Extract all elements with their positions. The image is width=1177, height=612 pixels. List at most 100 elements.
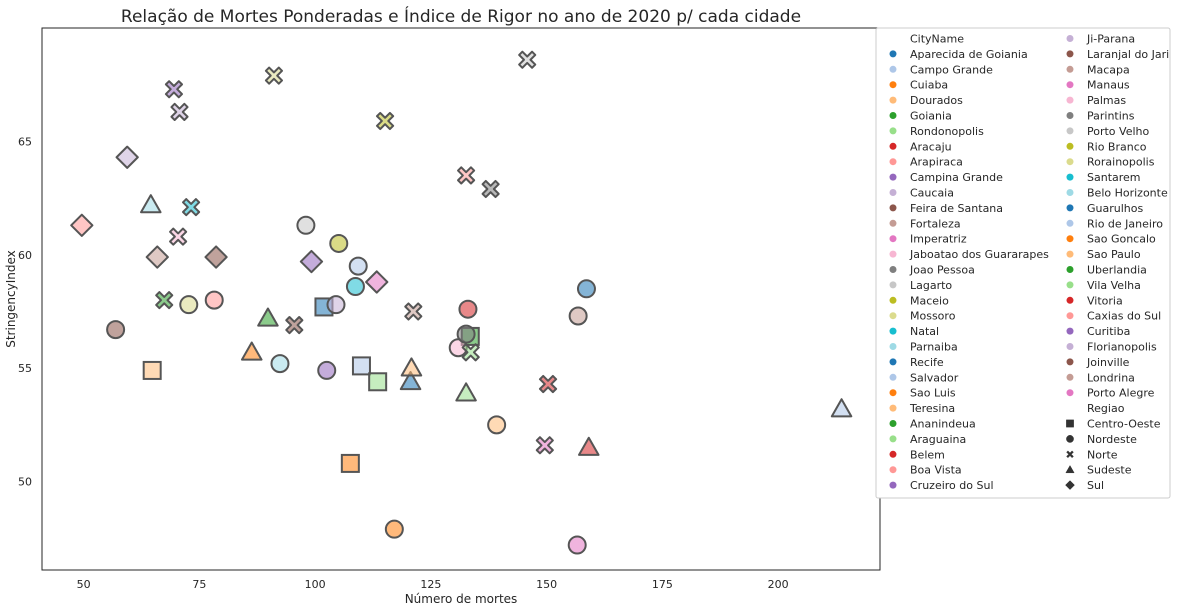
legend-entry: Imperatriz [910, 233, 967, 246]
legend-marker [889, 389, 897, 397]
legend-marker [889, 281, 897, 289]
data-points [70, 50, 853, 555]
legend-entry: Vila Velha [1087, 279, 1141, 292]
legend-marker [889, 127, 897, 135]
y-tick-label: 60 [18, 249, 32, 262]
data-point-parintins [481, 179, 500, 199]
data-point-florianopolis [115, 145, 139, 169]
legend-frame [875, 27, 1171, 499]
legend-entry: Campo Grande [910, 63, 993, 76]
x-tick-label: 50 [77, 578, 91, 591]
x-tick-label: 125 [420, 578, 441, 591]
legend-entry: Curitiba [1087, 325, 1130, 338]
y-tick-label: 50 [18, 476, 32, 489]
legend-marker [1066, 50, 1074, 58]
legend-marker [1066, 189, 1074, 196]
data-point-vila-velha [455, 382, 477, 402]
data-point-lagarto [296, 215, 316, 235]
legend-entry: Sao Luis [910, 387, 956, 400]
data-point-dourados [142, 360, 162, 380]
legend-marker [889, 50, 897, 58]
legend-entry: Manaus [1087, 79, 1130, 92]
data-point-sao-paulo [400, 357, 423, 377]
legend-entry: Santarem [1087, 171, 1141, 184]
legend-entry: Arapiraca [910, 156, 963, 169]
data-point-salvador [348, 256, 368, 276]
legend-marker [889, 450, 897, 458]
legend-entry: Rondonopolis [910, 125, 984, 138]
legend-region-marker [1066, 435, 1074, 443]
legend-entry: Aparecida de Goiania [910, 48, 1028, 61]
legend-entry: Parintins [1087, 110, 1135, 123]
legend-marker [889, 65, 897, 73]
legend-entry: Guarulhos [1087, 202, 1143, 215]
data-point-ananindeua [155, 291, 174, 310]
legend-region-entry: Nordeste [1087, 433, 1137, 446]
legend-hue-title: CityName [910, 33, 964, 46]
legend-region-entry: Norte [1087, 448, 1118, 461]
data-point-curitiba [299, 249, 324, 274]
legend-marker [889, 158, 897, 166]
data-point-manaus [535, 436, 554, 455]
legend-entry: Joinville [1086, 356, 1130, 369]
legend-marker [889, 481, 897, 489]
legend-marker [1066, 204, 1074, 212]
legend-region-marker [1066, 450, 1074, 458]
data-point-palmas [169, 227, 188, 246]
legend-entry: Salvador [910, 371, 959, 384]
chart-title: Relação de Mortes Ponderadas e Índice de… [121, 5, 801, 27]
data-point-rio-branco [375, 111, 395, 131]
legend-entry: Caxias do Sul [1087, 310, 1161, 323]
legend-marker [889, 219, 897, 227]
legend-marker [1066, 250, 1074, 258]
legend-entry: Florianopolis [1087, 341, 1157, 354]
legend-entry: Lagarto [910, 279, 952, 292]
data-point-londrina [145, 245, 169, 269]
legend-marker [889, 189, 897, 196]
data-point-aracaju [458, 299, 478, 319]
legend-marker [889, 142, 897, 150]
legend-region-entry: Centro-Oeste [1087, 418, 1161, 431]
legend-marker [1066, 266, 1074, 273]
x-tick-label: 150 [536, 578, 557, 591]
legend-marker [889, 327, 897, 335]
legend-entry: Campina Grande [910, 171, 1003, 184]
y-tick-label: 65 [18, 135, 32, 148]
data-point-sao-goncalo [240, 341, 263, 361]
data-point-cuiaba [340, 453, 360, 473]
legend-entry: Feira de Santana [910, 202, 1003, 215]
data-point-campina-grande [317, 360, 337, 380]
legend-entry: Rio Branco [1087, 140, 1147, 153]
legend-marker [1066, 235, 1074, 243]
data-point-natal [345, 277, 365, 297]
data-point-parnaiba [270, 354, 290, 374]
legend-marker [1066, 358, 1074, 366]
data-point-santarem [182, 198, 201, 217]
legend-marker [889, 343, 897, 350]
data-point-caucaia [326, 295, 346, 315]
legend-marker [1066, 327, 1074, 335]
legend-marker [889, 296, 897, 304]
legend-marker [889, 435, 897, 443]
legend-entry: Rorainopolis [1087, 156, 1155, 169]
data-point-recife [576, 279, 596, 299]
legend-entry: Macapa [1087, 63, 1130, 76]
data-point-belem [538, 374, 558, 394]
legend-marker [889, 466, 897, 474]
legend-entry: Mossoro [910, 310, 956, 323]
legend-entry: Sao Goncalo [1087, 233, 1156, 246]
legend-entry: Araguaina [910, 433, 966, 446]
legend-marker [889, 173, 897, 181]
legend-entry: Parnaiba [910, 341, 958, 354]
data-point-cruzeiro-do-sul [164, 80, 184, 99]
data-point-macapa [404, 302, 423, 321]
legend-marker [889, 420, 897, 427]
legend-marker [1066, 96, 1074, 104]
data-point-boa-vista [457, 166, 476, 185]
data-point-campo-grande [351, 356, 371, 376]
legend-region-marker [1065, 480, 1075, 490]
legend-marker [889, 266, 897, 273]
data-point-sao-luis [384, 519, 404, 539]
data-point-mossoro [179, 295, 199, 315]
